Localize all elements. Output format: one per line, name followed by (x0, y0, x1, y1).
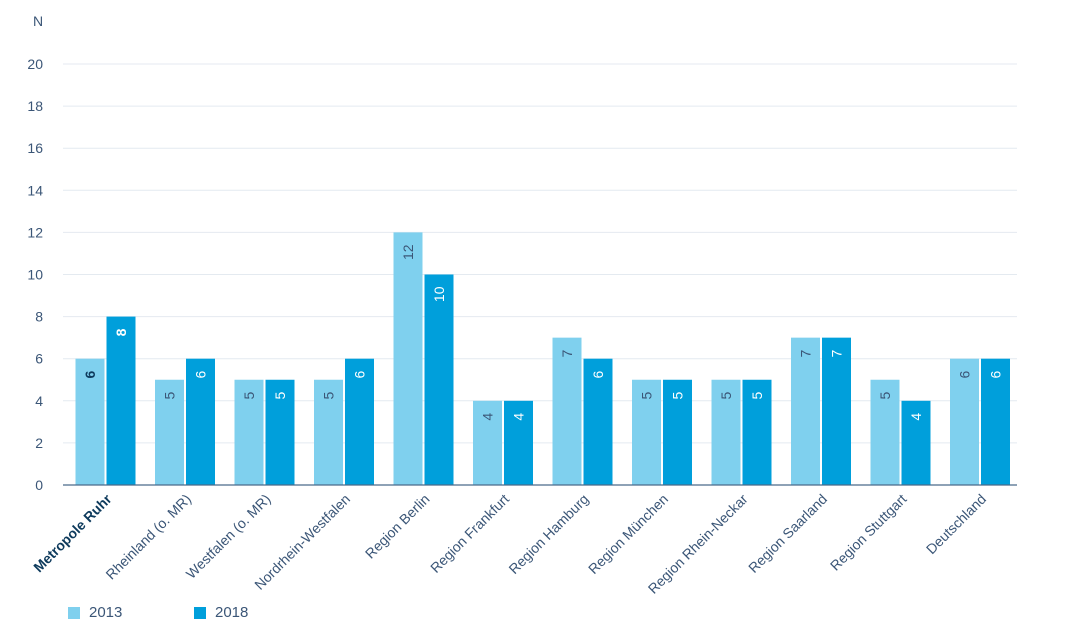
x-tick-label: Westfalen (o. MR) (183, 491, 274, 582)
value-label: 12 (400, 244, 416, 260)
bar-2013 (473, 400, 502, 485)
y-tick-label: 10 (27, 267, 43, 283)
bar-2013 (870, 379, 900, 485)
value-label: 5 (321, 392, 337, 400)
x-tick-label: Metropole Ruhr (30, 490, 115, 575)
y-tick-label: 18 (27, 98, 43, 114)
value-label: 6 (193, 370, 209, 378)
value-label: 6 (352, 370, 368, 378)
bar-2018 (424, 274, 454, 485)
y-tick-label: 14 (27, 182, 43, 198)
value-label: 5 (162, 392, 178, 400)
y-tick-label: 0 (35, 477, 43, 493)
bar-2018 (186, 358, 215, 485)
value-label: 7 (829, 349, 845, 357)
legend-label-2013: 2013 (89, 604, 123, 621)
bar-2013 (75, 358, 105, 485)
bar-2013 (234, 379, 264, 485)
legend-item-2013: 2013 (68, 604, 194, 621)
value-label: 5 (241, 392, 257, 400)
bar-2018 (822, 337, 851, 485)
bar-2018 (265, 379, 295, 485)
legend-label-2018: 2018 (215, 604, 249, 621)
bar-2018 (901, 400, 931, 485)
legend-swatch-2018 (194, 606, 206, 619)
value-label: 5 (749, 392, 765, 400)
x-tick-label: Region München (585, 491, 671, 577)
y-tick-label: 2 (35, 435, 43, 451)
bar-2013 (314, 379, 343, 485)
value-label: 5 (670, 392, 686, 400)
bar-2013 (155, 379, 184, 485)
x-tick-label: Rheinland (o. MR) (102, 491, 194, 583)
value-label: 6 (590, 370, 606, 378)
value-label: 8 (113, 328, 129, 336)
legend-swatch-2013 (68, 606, 80, 619)
y-axis-label: N (33, 13, 43, 29)
bar-chart: N 0 2 4 6 8 10 12 14 16 18 20 6 8 5 6 5 5 5 6 12 10 4 4 7 6 5 5 5 5… (27, 13, 1017, 597)
value-label: 7 (559, 349, 575, 357)
value-label: 6 (988, 370, 1004, 378)
x-tick-label: Region Frankfurt (427, 491, 512, 576)
value-label: 6 (82, 370, 98, 378)
value-label: 5 (718, 392, 734, 400)
y-tick-label: 16 (27, 140, 43, 156)
bar-2018 (106, 316, 136, 485)
y-axis-ticks: 0 2 4 6 8 10 12 14 16 18 20 (27, 56, 43, 493)
bars (75, 232, 1010, 485)
value-label: 5 (639, 392, 655, 400)
legend-item-2018: 2018 (194, 604, 320, 621)
y-tick-label: 6 (35, 351, 43, 367)
bar-2018 (981, 358, 1010, 485)
value-label: 7 (798, 349, 814, 357)
x-tick-label: Region Berlin (362, 491, 433, 562)
value-label: 4 (480, 413, 496, 421)
x-tick-label: Region Hamburg (505, 491, 591, 577)
y-tick-label: 12 (27, 224, 43, 240)
y-tick-label: 8 (35, 309, 43, 325)
y-tick-label: 20 (27, 56, 43, 72)
value-labels: 6 8 5 6 5 5 5 6 12 10 4 4 7 6 5 5 5 5 7 7 5 4 6 6 (82, 244, 1004, 420)
bar-2018 (583, 358, 613, 485)
bar-2013 (632, 379, 661, 485)
value-label: 4 (511, 413, 527, 421)
y-tick-label: 4 (35, 393, 43, 409)
value-label: 5 (272, 392, 288, 400)
legend: 2013 2018 (68, 604, 320, 621)
bar-2018 (345, 358, 374, 485)
value-label: 10 (431, 286, 447, 302)
value-label: 5 (877, 392, 893, 400)
bar-2018 (504, 400, 533, 485)
bar-2018 (663, 379, 692, 485)
gridlines (63, 63, 1017, 444)
x-tick-label: Deutschland (923, 491, 989, 557)
bar-2013 (791, 337, 820, 485)
value-label: 6 (957, 370, 973, 378)
bar-2018 (742, 379, 772, 485)
bar-2013 (393, 232, 423, 485)
bar-2013 (950, 358, 979, 485)
x-tick-label: Region Saarland (745, 491, 830, 576)
value-label: 4 (908, 413, 924, 421)
bar-2013 (711, 379, 741, 485)
x-tick-label: Region Stuttgart (827, 491, 910, 574)
bar-2013 (552, 337, 582, 485)
